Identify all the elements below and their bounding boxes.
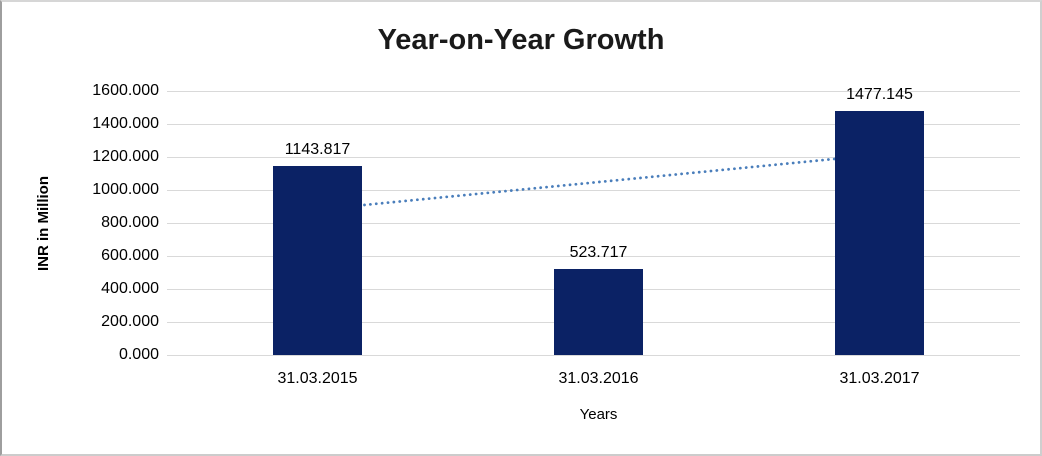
gridline bbox=[167, 123, 1020, 125]
x-axis-tick-label: 31.03.2016 bbox=[558, 370, 639, 387]
gridline bbox=[167, 354, 1020, 356]
x-axis-title: Years bbox=[579, 406, 618, 423]
trendline-path bbox=[316, 153, 881, 211]
y-axis-tick-label: 1400.000 bbox=[92, 115, 159, 132]
y-axis-tick-label: 0.000 bbox=[118, 346, 159, 363]
y-axis-tick-label: 400.000 bbox=[101, 280, 159, 297]
gridline bbox=[167, 222, 1020, 224]
gridline bbox=[167, 90, 1020, 92]
y-axis-tick-label: 200.000 bbox=[101, 313, 159, 330]
gridline bbox=[167, 156, 1020, 158]
bar bbox=[835, 111, 924, 355]
gridline bbox=[167, 189, 1020, 191]
trendline bbox=[316, 153, 881, 211]
bar bbox=[273, 166, 362, 355]
y-axis-tick-label: 1600.000 bbox=[92, 82, 159, 99]
gridline bbox=[167, 255, 1020, 257]
x-axis-tick-label: 31.03.2015 bbox=[277, 370, 358, 387]
y-axis-tick-label: 1200.000 bbox=[92, 148, 159, 165]
data-label: 1477.145 bbox=[846, 86, 913, 104]
x-axis-tick-label: 31.03.2017 bbox=[839, 370, 920, 387]
bar bbox=[554, 268, 643, 355]
data-label: 1143.817 bbox=[284, 141, 351, 159]
y-axis-tick-label: 600.000 bbox=[101, 247, 159, 264]
chart-title: Year-on-Year Growth bbox=[377, 24, 665, 56]
y-axis-tick-label: 800.000 bbox=[101, 214, 159, 231]
y-axis-tick-label: 1000.000 bbox=[92, 181, 159, 198]
data-label: 523.717 bbox=[569, 243, 628, 261]
